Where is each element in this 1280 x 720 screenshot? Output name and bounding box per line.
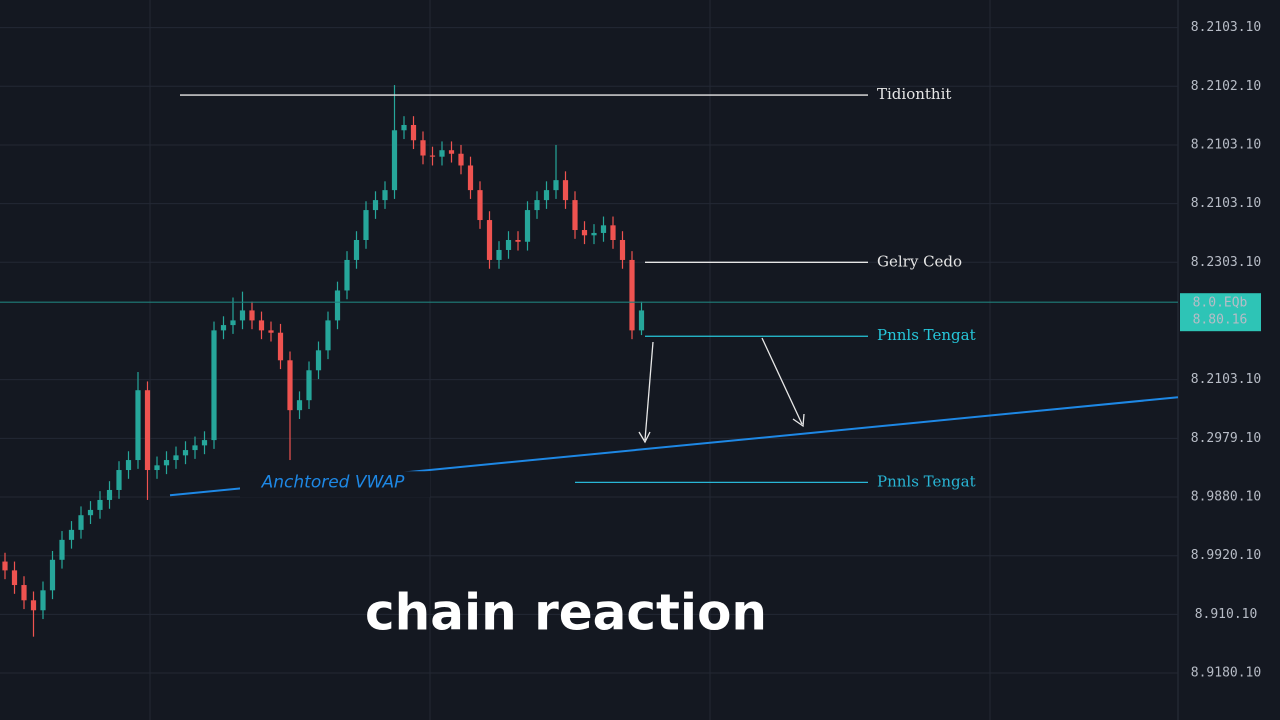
candle-body xyxy=(486,220,493,260)
candle-body xyxy=(78,515,84,530)
y-tick-label: 8.910.10 xyxy=(1195,607,1258,622)
candle-body xyxy=(154,465,160,471)
candle-body xyxy=(135,390,141,461)
candle-body xyxy=(439,150,445,157)
y-tick-label: 8.9920.10 xyxy=(1191,548,1261,563)
y-tick-label: 8.2102.10 xyxy=(1191,79,1261,94)
arrow-head xyxy=(792,413,805,428)
candle-body xyxy=(477,190,483,221)
candle-body xyxy=(382,190,388,201)
candle-body xyxy=(581,230,588,236)
candle-body xyxy=(515,240,521,242)
candle-body xyxy=(11,570,18,586)
candle-body xyxy=(2,561,8,571)
candle-body xyxy=(372,200,379,211)
candle-body xyxy=(30,600,37,611)
candle-body xyxy=(87,509,94,516)
candle-body xyxy=(21,585,27,601)
candle-body xyxy=(287,360,293,411)
candle-body xyxy=(325,320,331,351)
candle-body xyxy=(163,460,170,466)
candle-body xyxy=(277,332,284,361)
candle-body xyxy=(144,390,151,471)
candle-body xyxy=(420,140,426,156)
candle-body xyxy=(410,124,417,141)
y-tick-label: 8.2979.10 xyxy=(1191,431,1261,446)
candle-body xyxy=(534,200,540,211)
candle-body xyxy=(344,259,350,291)
candle-body xyxy=(306,370,312,401)
candle-body xyxy=(353,240,360,260)
candle-body xyxy=(363,210,369,240)
candle-body xyxy=(68,529,75,540)
candle-body xyxy=(315,350,322,371)
candle-body xyxy=(610,225,616,240)
caption: chain reaction xyxy=(365,584,767,642)
candle-body xyxy=(268,330,274,333)
candle-body xyxy=(239,310,246,321)
y-tick-label: 8.2103.10 xyxy=(1191,20,1261,35)
current-price-label: 8.80.16 xyxy=(1193,313,1248,328)
candle-body xyxy=(173,455,179,461)
candle-body xyxy=(220,325,227,331)
candle-body xyxy=(429,155,436,157)
candle-body xyxy=(249,310,255,321)
vertical-grid xyxy=(149,0,991,720)
candle-body xyxy=(334,290,341,321)
candle-body xyxy=(391,130,398,191)
candle-body xyxy=(296,400,303,411)
y-tick-label: 8.9180.10 xyxy=(1191,666,1261,681)
candle-body xyxy=(192,445,198,451)
candle-body xyxy=(638,310,645,331)
candle-body xyxy=(553,180,559,191)
current-price-label: 8.0.EQb xyxy=(1193,296,1248,311)
candle-body xyxy=(40,590,46,611)
candle-body xyxy=(49,559,56,591)
candle-body xyxy=(97,499,103,510)
level-label: Gelry Cedo xyxy=(877,252,962,270)
vwap-label-bg xyxy=(240,471,430,498)
candle-body xyxy=(458,153,464,166)
candle-body xyxy=(543,190,550,201)
y-tick-label: 8.2103.10 xyxy=(1191,372,1261,387)
candle-body xyxy=(505,240,512,250)
candle-body xyxy=(600,225,607,233)
candle-body xyxy=(448,150,455,154)
candle-body xyxy=(572,200,578,231)
arrow-head xyxy=(638,431,651,444)
arrows xyxy=(638,337,805,444)
candle-body xyxy=(524,210,531,242)
candle-body xyxy=(59,539,65,560)
y-tick-label: 8.2103.10 xyxy=(1191,196,1261,211)
level-label: Pnnls Tengat xyxy=(877,472,976,490)
candle-body xyxy=(230,320,236,326)
level-label: Tidionthit xyxy=(877,85,951,103)
candle-body xyxy=(201,440,208,446)
y-tick-label: 8.2303.10 xyxy=(1191,255,1261,270)
candle-body xyxy=(591,232,597,236)
candle-body xyxy=(125,460,132,471)
candle-body xyxy=(106,489,113,500)
level-label: Pnnls Tengat xyxy=(877,326,976,344)
plot-layer: 8.2103.10 8.2102.10 8.2103.10 8.2103.10 8.23… xyxy=(0,20,1261,681)
arrow xyxy=(761,337,803,425)
candle-body xyxy=(496,249,502,260)
vwap-label: Anchtored VWAP xyxy=(261,472,405,492)
candle-body xyxy=(182,450,189,456)
candle-body xyxy=(629,259,635,331)
arrow xyxy=(644,341,654,441)
candle-body xyxy=(211,330,217,441)
candle-body xyxy=(467,165,474,191)
y-tick-label: 8.9880.10 xyxy=(1191,490,1261,505)
current-price-box xyxy=(1180,293,1261,332)
candle-body xyxy=(258,320,265,331)
candle-body xyxy=(116,470,122,490)
candle-body xyxy=(562,180,569,201)
candle-body xyxy=(619,240,626,260)
y-tick-label: 8.2103.10 xyxy=(1191,137,1261,152)
candle-body xyxy=(401,124,407,131)
